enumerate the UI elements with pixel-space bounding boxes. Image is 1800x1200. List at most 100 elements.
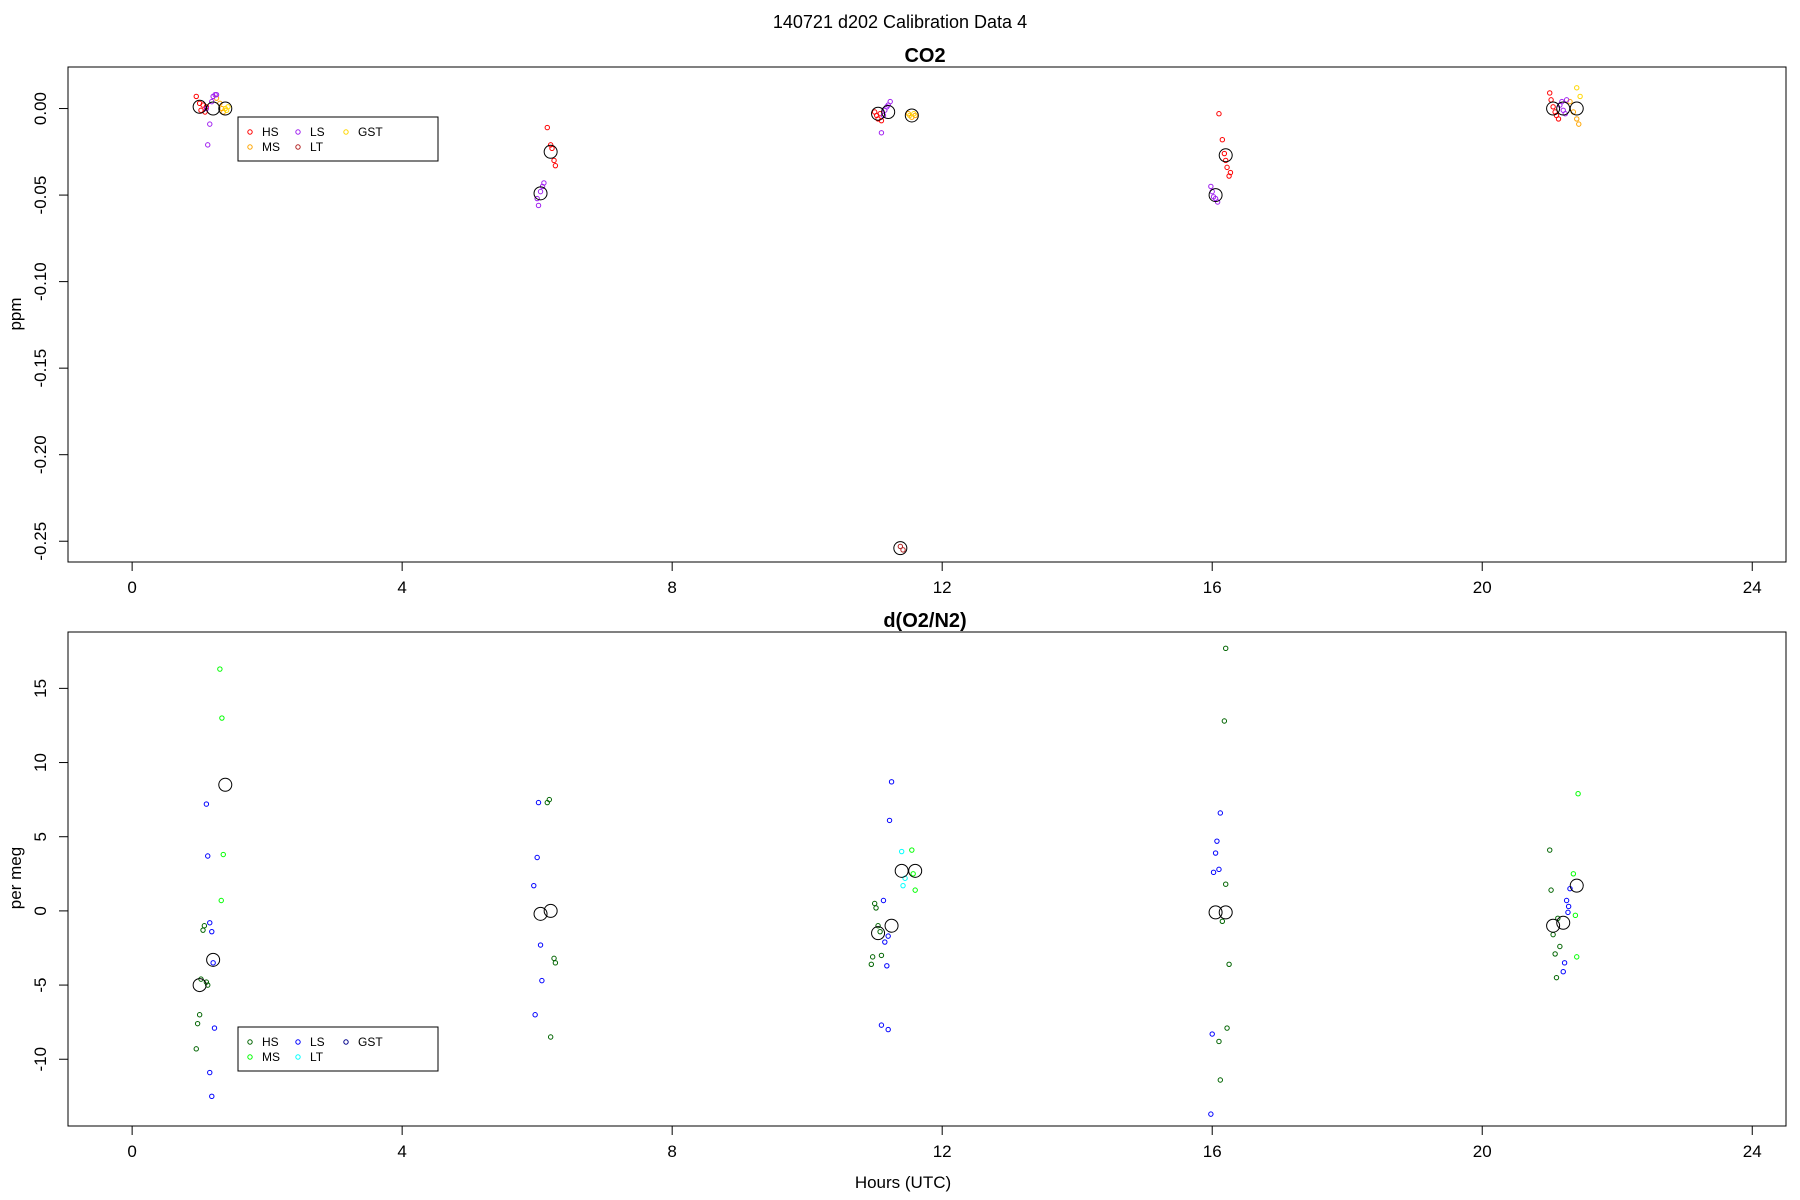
co2-point-ls: [213, 91, 220, 98]
o2n2-point-mean: [1569, 878, 1584, 893]
co2-legend-label-lt: LT: [310, 140, 324, 154]
o2n2-x-tick-label: 20: [1473, 1142, 1492, 1161]
co2-x-axis: 0 4 8 12 16 20 24: [127, 561, 1762, 597]
o2n2-point-mean: [871, 926, 886, 941]
co2-point-ls: [878, 130, 885, 136]
o2n2-data-marks: [192, 645, 1584, 1117]
co2-x-tick-label: 24: [1743, 578, 1762, 597]
co2-point-gst: [1574, 85, 1580, 91]
o2n2-point-ms: [910, 871, 916, 877]
co2-point-ls: [207, 121, 213, 127]
o2n2-panel: d(O2/N2) per meg 0 4 8 12 16 20 24 -10 -5 0 5 10 15…: [6, 610, 1787, 1161]
o2n2-point-ls: [210, 960, 216, 966]
co2-point-hs: [1227, 169, 1234, 176]
co2-point-hs: [1548, 97, 1554, 103]
o2n2-point-ls: [1563, 897, 1570, 904]
o2n2-point-ms: [909, 847, 915, 853]
o2n2-y-tick-label: 5: [31, 832, 50, 841]
o2n2-point-hs: [194, 1020, 201, 1027]
o2n2-point-ls: [209, 1093, 215, 1100]
co2-x-tick-label: 8: [667, 578, 676, 597]
figure-suptitle: 140721 d202 Calibration Data 4: [773, 12, 1027, 32]
o2n2-point-ls: [537, 942, 544, 948]
o2n2-x-tick-label: 24: [1743, 1142, 1762, 1161]
o2n2-point-hs: [869, 954, 876, 960]
co2-point-lt: [897, 543, 904, 550]
o2n2-point-hs: [551, 955, 557, 962]
o2n2-x-tick-label: 16: [1203, 1142, 1222, 1161]
o2n2-point-hs: [868, 961, 875, 968]
o2n2-point-hs: [1547, 847, 1553, 853]
o2n2-point-hs: [1223, 645, 1229, 652]
o2n2-point-ms: [219, 715, 225, 721]
o2n2-point-ms: [1574, 954, 1580, 960]
o2n2-y-axis-label: per meg: [6, 847, 25, 909]
o2n2-point-hs: [1219, 918, 1226, 924]
o2n2-point-ls: [205, 853, 211, 859]
o2n2-legend-label-lt: LT: [310, 1050, 324, 1064]
o2n2-point-ls: [207, 1069, 213, 1076]
o2n2-point-ls: [211, 1025, 218, 1031]
o2n2-point-hs: [1221, 718, 1228, 724]
co2-point-hs: [551, 157, 557, 164]
o2n2-point-mean: [908, 863, 923, 878]
co2-point-hs: [552, 162, 559, 169]
co2-legend-label-hs: HS: [262, 125, 279, 139]
co2-x-tick-label: 4: [397, 578, 406, 597]
o2n2-point-ls: [531, 882, 537, 889]
o2n2-point-hs: [546, 796, 553, 803]
o2n2-point-ls: [1208, 1111, 1214, 1117]
o2n2-point-mean: [1218, 905, 1233, 920]
co2-y-tick-label: -0.20: [31, 435, 50, 474]
co2-point-mean: [192, 99, 207, 114]
o2n2-x-tick-label: 4: [397, 1142, 406, 1161]
o2n2-point-hs: [1548, 887, 1554, 893]
o2n2-legend-label-hs: HS: [262, 1035, 279, 1049]
co2-point-ms: [1574, 116, 1580, 122]
co2-point-hs: [1223, 157, 1229, 164]
co2-point-ls: [534, 195, 540, 202]
co2-point-ls: [887, 98, 893, 105]
o2n2-point-ls: [888, 779, 895, 785]
co2-legend-marker-ls: [295, 129, 301, 135]
co2-x-tick-label: 12: [933, 578, 952, 597]
o2n2-panel-title: d(O2/N2): [883, 610, 966, 632]
o2n2-point-mean: [206, 952, 221, 967]
o2n2-point-mean: [1208, 905, 1223, 920]
o2n2-point-hs: [1553, 974, 1560, 981]
co2-panel: CO2 ppm 0 4 8 12 16 20 24 0.00 -0.05 -0.10 -0.15 -…: [6, 45, 1787, 597]
co2-point-ls: [1208, 183, 1214, 190]
co2-point-mean: [881, 105, 896, 119]
o2n2-point-ms: [217, 666, 223, 672]
o2n2-point-hs: [205, 982, 211, 988]
co2-point-mean: [1218, 148, 1233, 163]
o2n2-point-mean: [218, 777, 233, 792]
o2n2-point-ls: [207, 920, 213, 926]
o2n2-point-ls: [534, 854, 540, 861]
o2n2-point-ls: [1216, 866, 1222, 873]
co2-legend-label-gst: GST: [358, 125, 383, 139]
co2-legend-marker-ms: [247, 144, 253, 150]
co2-y-tick-label: 0.00: [31, 92, 50, 125]
co2-point-mean: [1208, 188, 1223, 203]
o2n2-point-ms: [912, 887, 918, 893]
o2n2-point-ls: [1565, 903, 1572, 910]
co2-point-ls: [205, 142, 211, 148]
o2n2-point-hs: [1216, 1038, 1222, 1045]
o2n2-y-axis: -10 -5 0 5 10 15: [31, 679, 69, 1072]
co2-panel-title: CO2: [904, 45, 945, 67]
co2-point-hs: [549, 145, 555, 152]
o2n2-y-tick-label: -5: [31, 978, 50, 993]
o2n2-legend-marker-ms: [247, 1054, 253, 1060]
co2-point-mean: [533, 186, 548, 201]
co2-point-mean: [893, 541, 908, 556]
co2-point-hs: [1216, 111, 1222, 117]
o2n2-point-ls: [1209, 1031, 1215, 1037]
o2n2-y-tick-label: -10: [31, 1047, 50, 1072]
o2n2-point-hs: [1550, 931, 1556, 938]
o2n2-point-ls: [1565, 909, 1571, 916]
o2n2-point-hs: [1552, 951, 1558, 957]
co2-legend-marker-hs: [247, 129, 253, 135]
o2n2-point-ls: [885, 1026, 891, 1033]
